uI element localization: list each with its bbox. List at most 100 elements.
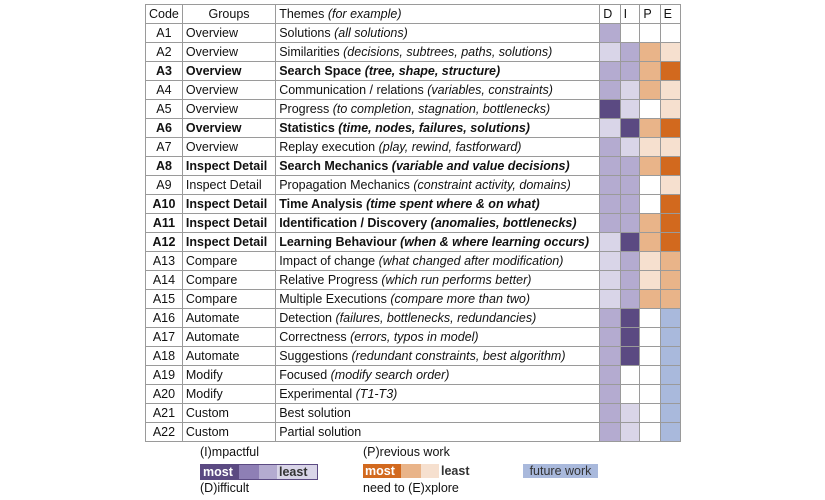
rating-p [639,213,661,233]
rating-p [639,270,661,290]
row-theme-example: (decisions, subtrees, paths, solutions) [343,45,553,59]
rating-i [619,213,641,233]
row-theme-title: Impact of change [279,254,376,268]
table-row: A22 Custom Partial solution [145,422,682,442]
rating-d [599,194,621,214]
row-theme-example: (constraint activity, domains) [413,178,571,192]
row-theme-example: (to completion, stagnation, bottlenecks) [332,102,551,116]
legend-swatch-orange-2 [401,464,421,478]
row-group: Modify [181,365,277,385]
row-theme-example: (tree, shape, structure) [364,64,501,78]
rating-i [619,194,641,214]
legend-swatch-orange-3 [421,464,439,478]
rating-p [639,61,661,81]
row-theme: Propagation Mechanics (constraint activi… [275,175,601,195]
table-row: A5 Overview Progress (to completion, stagn… [145,99,682,119]
rating-i [619,251,641,271]
row-theme: Experimental (T1-T3) [275,384,601,404]
row-code: A11 [145,213,183,233]
row-theme: Partial solution [275,422,601,442]
rating-d [599,118,621,138]
header-code: Code [145,4,183,24]
rating-d [599,251,621,271]
row-theme: Replay execution (play, rewind, fastforw… [275,137,601,157]
legend-impactful: (I)mpactful [200,445,260,459]
row-code: A21 [145,403,183,423]
rating-p [639,251,661,271]
legend-most-orange: most [363,464,401,478]
table-row: A1 Overview Solutions (all solutions) [145,23,682,43]
table-row: A18 Automate Suggestions (redundant constr… [145,346,682,366]
row-theme-title: Correctness [279,330,347,344]
rating-d [599,137,621,157]
rating-d [599,99,621,119]
row-theme-example: (variable and value decisions) [391,159,570,173]
rating-i [619,175,641,195]
row-code: A1 [145,23,183,43]
row-group: Overview [181,61,277,81]
rating-e [659,23,682,43]
rating-e [659,42,682,62]
row-group: Automate [181,327,277,347]
table-row: A13 Compare Impact of change (what changed… [145,251,682,271]
table-row: A20 Modify Experimental (T1-T3) [145,384,682,404]
rating-p [639,308,661,328]
row-group: Inspect Detail [181,156,277,176]
row-theme-example: (all solutions) [334,26,408,40]
rating-i [619,308,641,328]
rating-i [619,118,641,138]
legend-future-scale: future work [523,464,598,478]
row-theme-example: (errors, typos in model) [350,330,479,344]
table-row: A12 Inspect Detail Learning Behaviour (whe… [145,232,682,252]
row-group: Overview [181,23,277,43]
legend-least-purple: least [277,465,317,479]
row-theme-title: Identification / Discovery [279,216,428,230]
row-code: A13 [145,251,183,271]
rating-d [599,365,621,385]
rating-i [619,346,641,366]
row-group: Compare [181,251,277,271]
row-code: A10 [145,194,183,214]
rating-d [599,175,621,195]
rating-p [639,137,661,157]
rating-e [659,61,682,81]
rating-i [619,99,641,119]
row-theme-title: Detection [279,311,333,325]
table-row: A15 Compare Multiple Executions (compare m… [145,289,682,309]
row-group: Automate [181,346,277,366]
rating-d [599,346,621,366]
row-code: A7 [145,137,183,157]
row-code: A16 [145,308,183,328]
row-theme: Identification / Discovery (anomalies, b… [275,213,601,233]
rating-p [639,346,661,366]
table-row: A19 Modify Focused (modify search order) [145,365,682,385]
themes-rows: A1 Overview Solutions (all solutions) A2 Ove… [145,23,682,442]
rating-i [619,137,641,157]
rating-i [619,403,641,423]
rating-e [659,365,682,385]
row-theme: Statistics (time, nodes, failures, solut… [275,118,601,138]
row-theme-title: Progress [279,102,330,116]
rating-i [619,365,641,385]
rating-d [599,308,621,328]
rating-i [619,156,641,176]
row-group: Overview [181,42,277,62]
row-theme: Time Analysis (time spent where & on wha… [275,194,601,214]
row-theme-title: Solutions [279,26,331,40]
rating-e [659,289,682,309]
rating-p [639,194,661,214]
row-theme-title: Best solution [279,406,351,420]
rating-d [599,80,621,100]
rating-p [639,23,661,43]
rating-p [639,232,661,252]
rating-e [659,80,682,100]
rating-d [599,384,621,404]
row-theme: Multiple Executions (compare more than t… [275,289,601,309]
row-theme-example: (time, nodes, failures, solutions) [338,121,530,135]
legend-swatch-purple-3 [259,465,277,479]
rating-p [639,80,661,100]
row-group: Automate [181,308,277,328]
row-group: Overview [181,80,277,100]
rating-e [659,327,682,347]
row-code: A2 [145,42,183,62]
